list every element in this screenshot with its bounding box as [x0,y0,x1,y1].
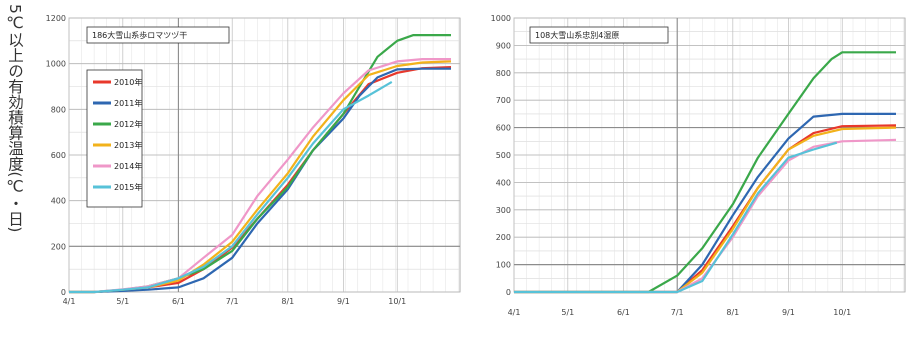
legend-box [86,69,143,208]
y-tick-label: 600 [51,151,66,160]
y-tick-label: 900 [496,41,511,50]
y-tick-label: 200 [496,233,511,242]
y-tick-label: 0 [61,288,66,297]
y-axis-title: 5℃以上の有効積算温度(℃・日) [6,4,24,233]
x-tick-label: 6/1 [617,308,630,317]
y-tick-label: 400 [496,178,511,187]
legend-label: 2013年 [114,140,142,150]
y-tick-label: 1000 [491,14,511,23]
chart-title-box [86,26,230,44]
legend-label: 2014年 [114,161,142,171]
series-line-2015年 [69,80,393,294]
y-tick-label: 1200 [46,14,66,23]
chart-title: 108大雪山系忠別4湿原 [535,30,619,40]
x-tick-label: 10/1 [388,297,406,306]
y-tick-label: 200 [51,242,66,251]
chart-title: 186大雪山系歩ロマツヅ干 [92,30,187,40]
x-tick-label: 6/1 [172,297,185,306]
x-tick-label: 7/1 [226,297,239,306]
series-line-2011年 [514,112,896,294]
y-tick-label: 1000 [46,60,66,69]
x-tick-label: 8/1 [726,308,739,317]
series-line-2013年 [514,126,897,294]
y-tick-label: 700 [496,96,511,105]
x-tick-label: 8/1 [281,297,294,306]
series-line-2015年 [514,141,838,294]
y-tick-label: 500 [496,151,511,160]
y-tick-label: 800 [51,105,66,114]
x-tick-label: 4/1 [63,297,76,306]
y-tick-label: 400 [51,197,66,206]
x-tick-label: 4/1 [508,308,521,317]
legend-label: 2015年 [114,182,142,192]
series-line-2011年 [69,67,451,294]
y-tick-label: 800 [496,69,511,78]
legend-label: 2010年 [114,77,142,87]
x-tick-label: 10/1 [833,308,851,317]
y-tick-label: 600 [496,124,511,133]
y-tick-label: 100 [496,261,511,270]
x-tick-label: 5/1 [116,297,129,306]
y-tick-label: 0 [506,288,511,297]
legend-label: 2011年 [114,98,142,108]
chart-title-box [529,26,669,44]
legend-label: 2012年 [114,119,142,129]
series-line-2012年 [514,51,896,294]
x-tick-label: 9/1 [782,308,795,317]
x-tick-label: 5/1 [561,308,574,317]
y-tick-label: 300 [496,206,511,215]
x-tick-label: 7/1 [671,308,684,317]
x-tick-label: 9/1 [337,297,350,306]
